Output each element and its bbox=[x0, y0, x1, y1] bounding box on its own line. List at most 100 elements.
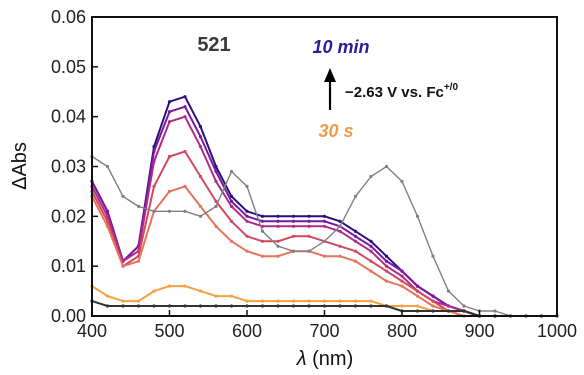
data-point bbox=[245, 214, 249, 218]
spectrum-points-5 bbox=[90, 184, 559, 318]
data-point bbox=[400, 269, 404, 273]
data-point bbox=[338, 219, 342, 223]
data-point bbox=[322, 299, 327, 303]
data-point bbox=[431, 304, 435, 308]
data-point bbox=[198, 289, 203, 293]
data-point bbox=[152, 184, 156, 188]
data-point bbox=[384, 164, 389, 169]
data-point bbox=[105, 219, 110, 223]
data-point bbox=[353, 299, 358, 303]
plot-frame bbox=[91, 16, 558, 317]
x-axis-label: λ (nm) bbox=[296, 348, 354, 370]
data-point bbox=[400, 279, 404, 283]
data-point bbox=[291, 249, 296, 253]
data-point bbox=[353, 229, 358, 233]
data-point bbox=[307, 299, 311, 303]
data-point bbox=[322, 219, 327, 223]
data-point bbox=[338, 244, 342, 248]
data-point bbox=[400, 284, 404, 288]
data-point bbox=[276, 224, 280, 228]
data-point bbox=[229, 219, 234, 223]
x-tick-label: 800 bbox=[387, 321, 417, 341]
data-point bbox=[369, 174, 373, 179]
data-point bbox=[198, 214, 203, 218]
data-point bbox=[338, 229, 342, 233]
spectrum-points-8 bbox=[90, 154, 559, 318]
data-point bbox=[167, 154, 172, 159]
data-point bbox=[152, 289, 156, 293]
y-tick-label: 0.01 bbox=[51, 256, 86, 276]
data-point bbox=[105, 214, 110, 218]
time-start-label: 30 s bbox=[318, 121, 353, 141]
data-point bbox=[214, 169, 218, 174]
data-point bbox=[384, 254, 389, 258]
data-point bbox=[152, 159, 156, 164]
data-point bbox=[307, 304, 311, 308]
data-point bbox=[198, 174, 203, 179]
data-point bbox=[415, 304, 420, 308]
data-point bbox=[245, 249, 249, 253]
data-point bbox=[276, 299, 280, 303]
data-point bbox=[245, 184, 249, 188]
data-point bbox=[152, 304, 156, 308]
data-point bbox=[183, 209, 187, 213]
data-point bbox=[307, 234, 311, 238]
data-point bbox=[462, 309, 466, 313]
data-point bbox=[136, 304, 141, 308]
data-point bbox=[384, 259, 389, 263]
data-point bbox=[245, 219, 249, 223]
data-point bbox=[307, 214, 311, 218]
data-point bbox=[245, 209, 249, 213]
data-point bbox=[121, 264, 125, 268]
data-point bbox=[229, 239, 234, 243]
data-point bbox=[183, 95, 187, 99]
data-point bbox=[307, 249, 311, 253]
data-point bbox=[369, 304, 373, 308]
data-point bbox=[260, 299, 265, 303]
y-tick-label: 0.06 bbox=[51, 7, 86, 27]
data-point bbox=[167, 110, 172, 114]
spectrum-line-4 bbox=[91, 150, 557, 317]
x-tick-label: 900 bbox=[464, 321, 494, 341]
data-point bbox=[369, 244, 373, 248]
tick-layer: 400 500 600 700 800 900 1000 0.00 0.01 0.02 0.03 0.… bbox=[51, 7, 577, 341]
data-point bbox=[105, 209, 110, 213]
data-point bbox=[183, 304, 187, 308]
data-point bbox=[462, 304, 466, 308]
data-point bbox=[260, 229, 265, 233]
data-point bbox=[260, 304, 265, 308]
data-point bbox=[353, 234, 358, 238]
data-point bbox=[369, 299, 373, 303]
data-point bbox=[369, 249, 373, 253]
data-point bbox=[276, 219, 280, 223]
y-tick-label: 0.02 bbox=[51, 206, 86, 226]
data-point bbox=[415, 294, 420, 298]
data-point bbox=[338, 224, 342, 228]
data-point bbox=[214, 224, 218, 228]
data-point bbox=[152, 149, 156, 154]
data-point bbox=[384, 269, 389, 273]
data-point bbox=[136, 204, 141, 208]
data-point bbox=[431, 299, 435, 303]
data-point bbox=[183, 184, 187, 188]
data-point bbox=[260, 219, 265, 223]
y-tick-label: 0.03 bbox=[51, 157, 86, 177]
data-point bbox=[260, 214, 265, 218]
data-point bbox=[136, 299, 141, 303]
data-point bbox=[276, 254, 280, 258]
data-point bbox=[105, 304, 110, 308]
data-point bbox=[415, 309, 420, 313]
spectrum-line-5 bbox=[91, 185, 557, 317]
x-axis-unit: (nm) bbox=[307, 348, 354, 370]
data-point bbox=[322, 254, 327, 258]
data-point bbox=[400, 304, 404, 308]
data-point bbox=[322, 239, 327, 243]
data-point bbox=[291, 224, 296, 228]
data-point bbox=[245, 304, 249, 308]
data-point bbox=[353, 304, 358, 308]
data-point bbox=[105, 294, 110, 298]
data-point bbox=[167, 304, 172, 308]
data-point bbox=[198, 304, 203, 308]
data-point bbox=[291, 299, 296, 303]
